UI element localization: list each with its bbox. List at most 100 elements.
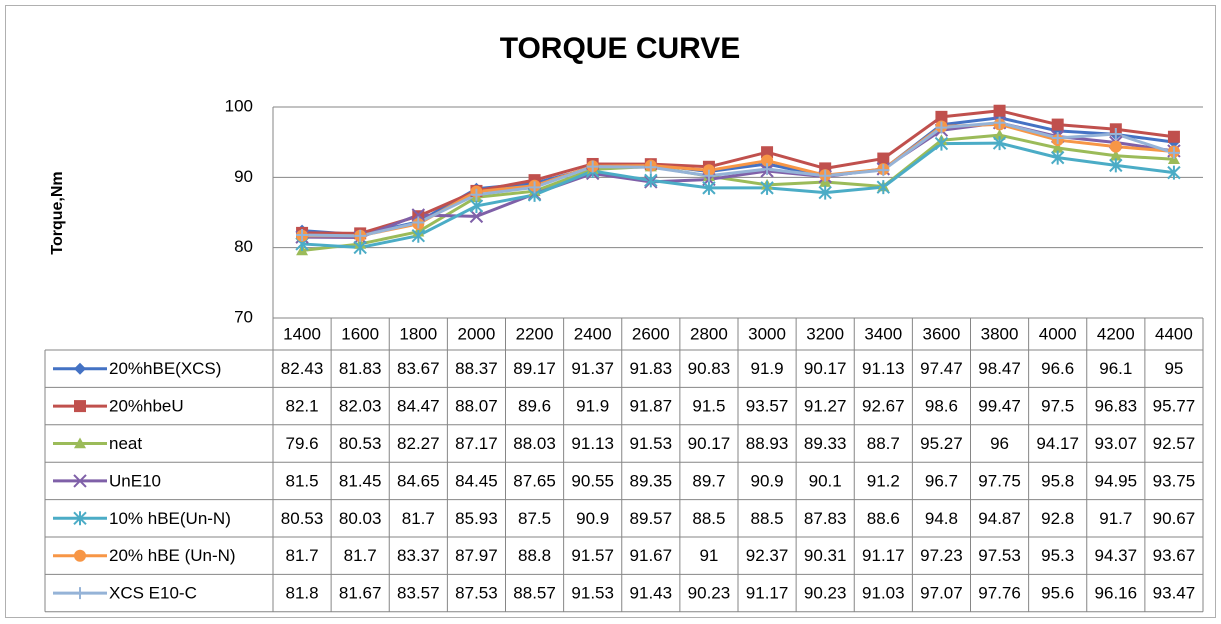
table-value: 90.31 <box>804 546 847 565</box>
table-value: 81.7 <box>344 546 377 565</box>
table-value: 96 <box>990 434 1009 453</box>
marker <box>411 208 426 222</box>
x-tick-label: 2600 <box>632 324 670 343</box>
table-value: 94.87 <box>978 509 1021 528</box>
table-value: 88.93 <box>746 434 789 453</box>
table-value: 88.57 <box>513 584 556 603</box>
marker <box>1167 165 1181 180</box>
table-value: 93.75 <box>1153 471 1196 490</box>
x-tick-label: 2200 <box>516 324 554 343</box>
table-value: 84.47 <box>397 397 440 416</box>
table-value: 79.6 <box>286 434 319 453</box>
marker <box>702 169 715 182</box>
table-value: 81.7 <box>286 546 319 565</box>
marker <box>644 173 658 188</box>
table-value: 81.8 <box>286 584 319 603</box>
table-value: 97.47 <box>920 359 963 378</box>
marker <box>935 121 948 134</box>
table-value: 91 <box>699 546 718 565</box>
table-value: 95.3 <box>1041 546 1074 565</box>
table-value: 94.37 <box>1095 546 1138 565</box>
legend-label: 10% hBE(Un-N) <box>109 509 231 528</box>
marker <box>528 181 541 194</box>
table-value: 84.65 <box>397 471 440 490</box>
table-value: 91.7 <box>1099 509 1132 528</box>
table-value: 92.37 <box>746 546 789 565</box>
marker <box>761 146 774 159</box>
table-value: 91.57 <box>571 546 614 565</box>
table-value: 91.53 <box>630 434 673 453</box>
marker <box>934 136 949 151</box>
y-tick-label: 80 <box>234 237 253 256</box>
table-value: 90.23 <box>688 584 731 603</box>
table-value: 91.43 <box>630 584 673 603</box>
legend-label: neat <box>109 434 142 453</box>
table-value: 91.13 <box>571 434 614 453</box>
table-value: 93.67 <box>1153 546 1196 565</box>
table-value: 89.33 <box>804 434 847 453</box>
marker <box>1109 128 1122 141</box>
table-value: 95.8 <box>1041 471 1074 490</box>
x-tick-label: 4200 <box>1097 324 1135 343</box>
table-value: 97.75 <box>978 471 1021 490</box>
x-tick-label: 2800 <box>690 324 728 343</box>
marker <box>74 362 86 375</box>
marker <box>296 229 309 242</box>
legend-label: XCS E10-C <box>109 584 197 603</box>
marker <box>877 164 890 177</box>
table-value: 90.23 <box>804 584 847 603</box>
series-line <box>302 121 1175 238</box>
marker <box>1109 158 1123 173</box>
marker <box>760 180 774 195</box>
table-value: 92.8 <box>1041 509 1074 528</box>
table-value: 90.1 <box>809 471 842 490</box>
table-value: 91.13 <box>862 359 905 378</box>
table-value: 91.17 <box>862 546 905 565</box>
x-tick-label: 3400 <box>864 324 902 343</box>
marker <box>992 136 1007 151</box>
table-value: 81.7 <box>402 509 435 528</box>
marker <box>993 129 1006 140</box>
x-tick-label: 1400 <box>283 324 321 343</box>
table-value: 94.17 <box>1036 434 1079 453</box>
table-value: 90.67 <box>1153 509 1196 528</box>
y-axis-label: Torque,Nm <box>49 171 66 254</box>
x-tick-label: 3000 <box>748 324 786 343</box>
marker <box>1167 146 1180 159</box>
table-value: 93.47 <box>1153 584 1196 603</box>
marker <box>1051 118 1064 131</box>
marker <box>877 152 890 165</box>
marker <box>876 180 891 195</box>
table-value: 98.6 <box>925 397 958 416</box>
table-value: 88.5 <box>751 509 784 528</box>
table-value: 90.17 <box>688 434 731 453</box>
table-value: 98.47 <box>978 359 1021 378</box>
marker <box>469 209 484 224</box>
table-value: 95.27 <box>920 434 963 453</box>
table-value: 93.57 <box>746 397 789 416</box>
table-value: 80.53 <box>281 509 324 528</box>
table-value: 81.83 <box>339 359 382 378</box>
table-value: 91.83 <box>630 359 673 378</box>
marker <box>819 169 832 182</box>
table-value: 84.45 <box>455 471 498 490</box>
table-value: 90.83 <box>688 359 731 378</box>
marker <box>993 116 1006 129</box>
marker <box>993 104 1006 117</box>
table-value: 83.57 <box>397 584 440 603</box>
table-value: 90.17 <box>804 359 847 378</box>
table-value: 87.97 <box>455 546 498 565</box>
marker <box>73 474 87 488</box>
table-value: 92.67 <box>862 397 905 416</box>
table-value: 91.87 <box>630 397 673 416</box>
x-tick-label: 2000 <box>458 324 496 343</box>
table-value: 90.9 <box>751 471 784 490</box>
marker <box>469 198 484 213</box>
table-value: 95 <box>1164 359 1183 378</box>
table-value: 88.7 <box>867 434 900 453</box>
table-value: 96.7 <box>925 471 958 490</box>
table-value: 87.83 <box>804 509 847 528</box>
table-value: 80.03 <box>339 509 382 528</box>
table-value: 91.5 <box>692 397 725 416</box>
table-value: 88.5 <box>692 509 725 528</box>
